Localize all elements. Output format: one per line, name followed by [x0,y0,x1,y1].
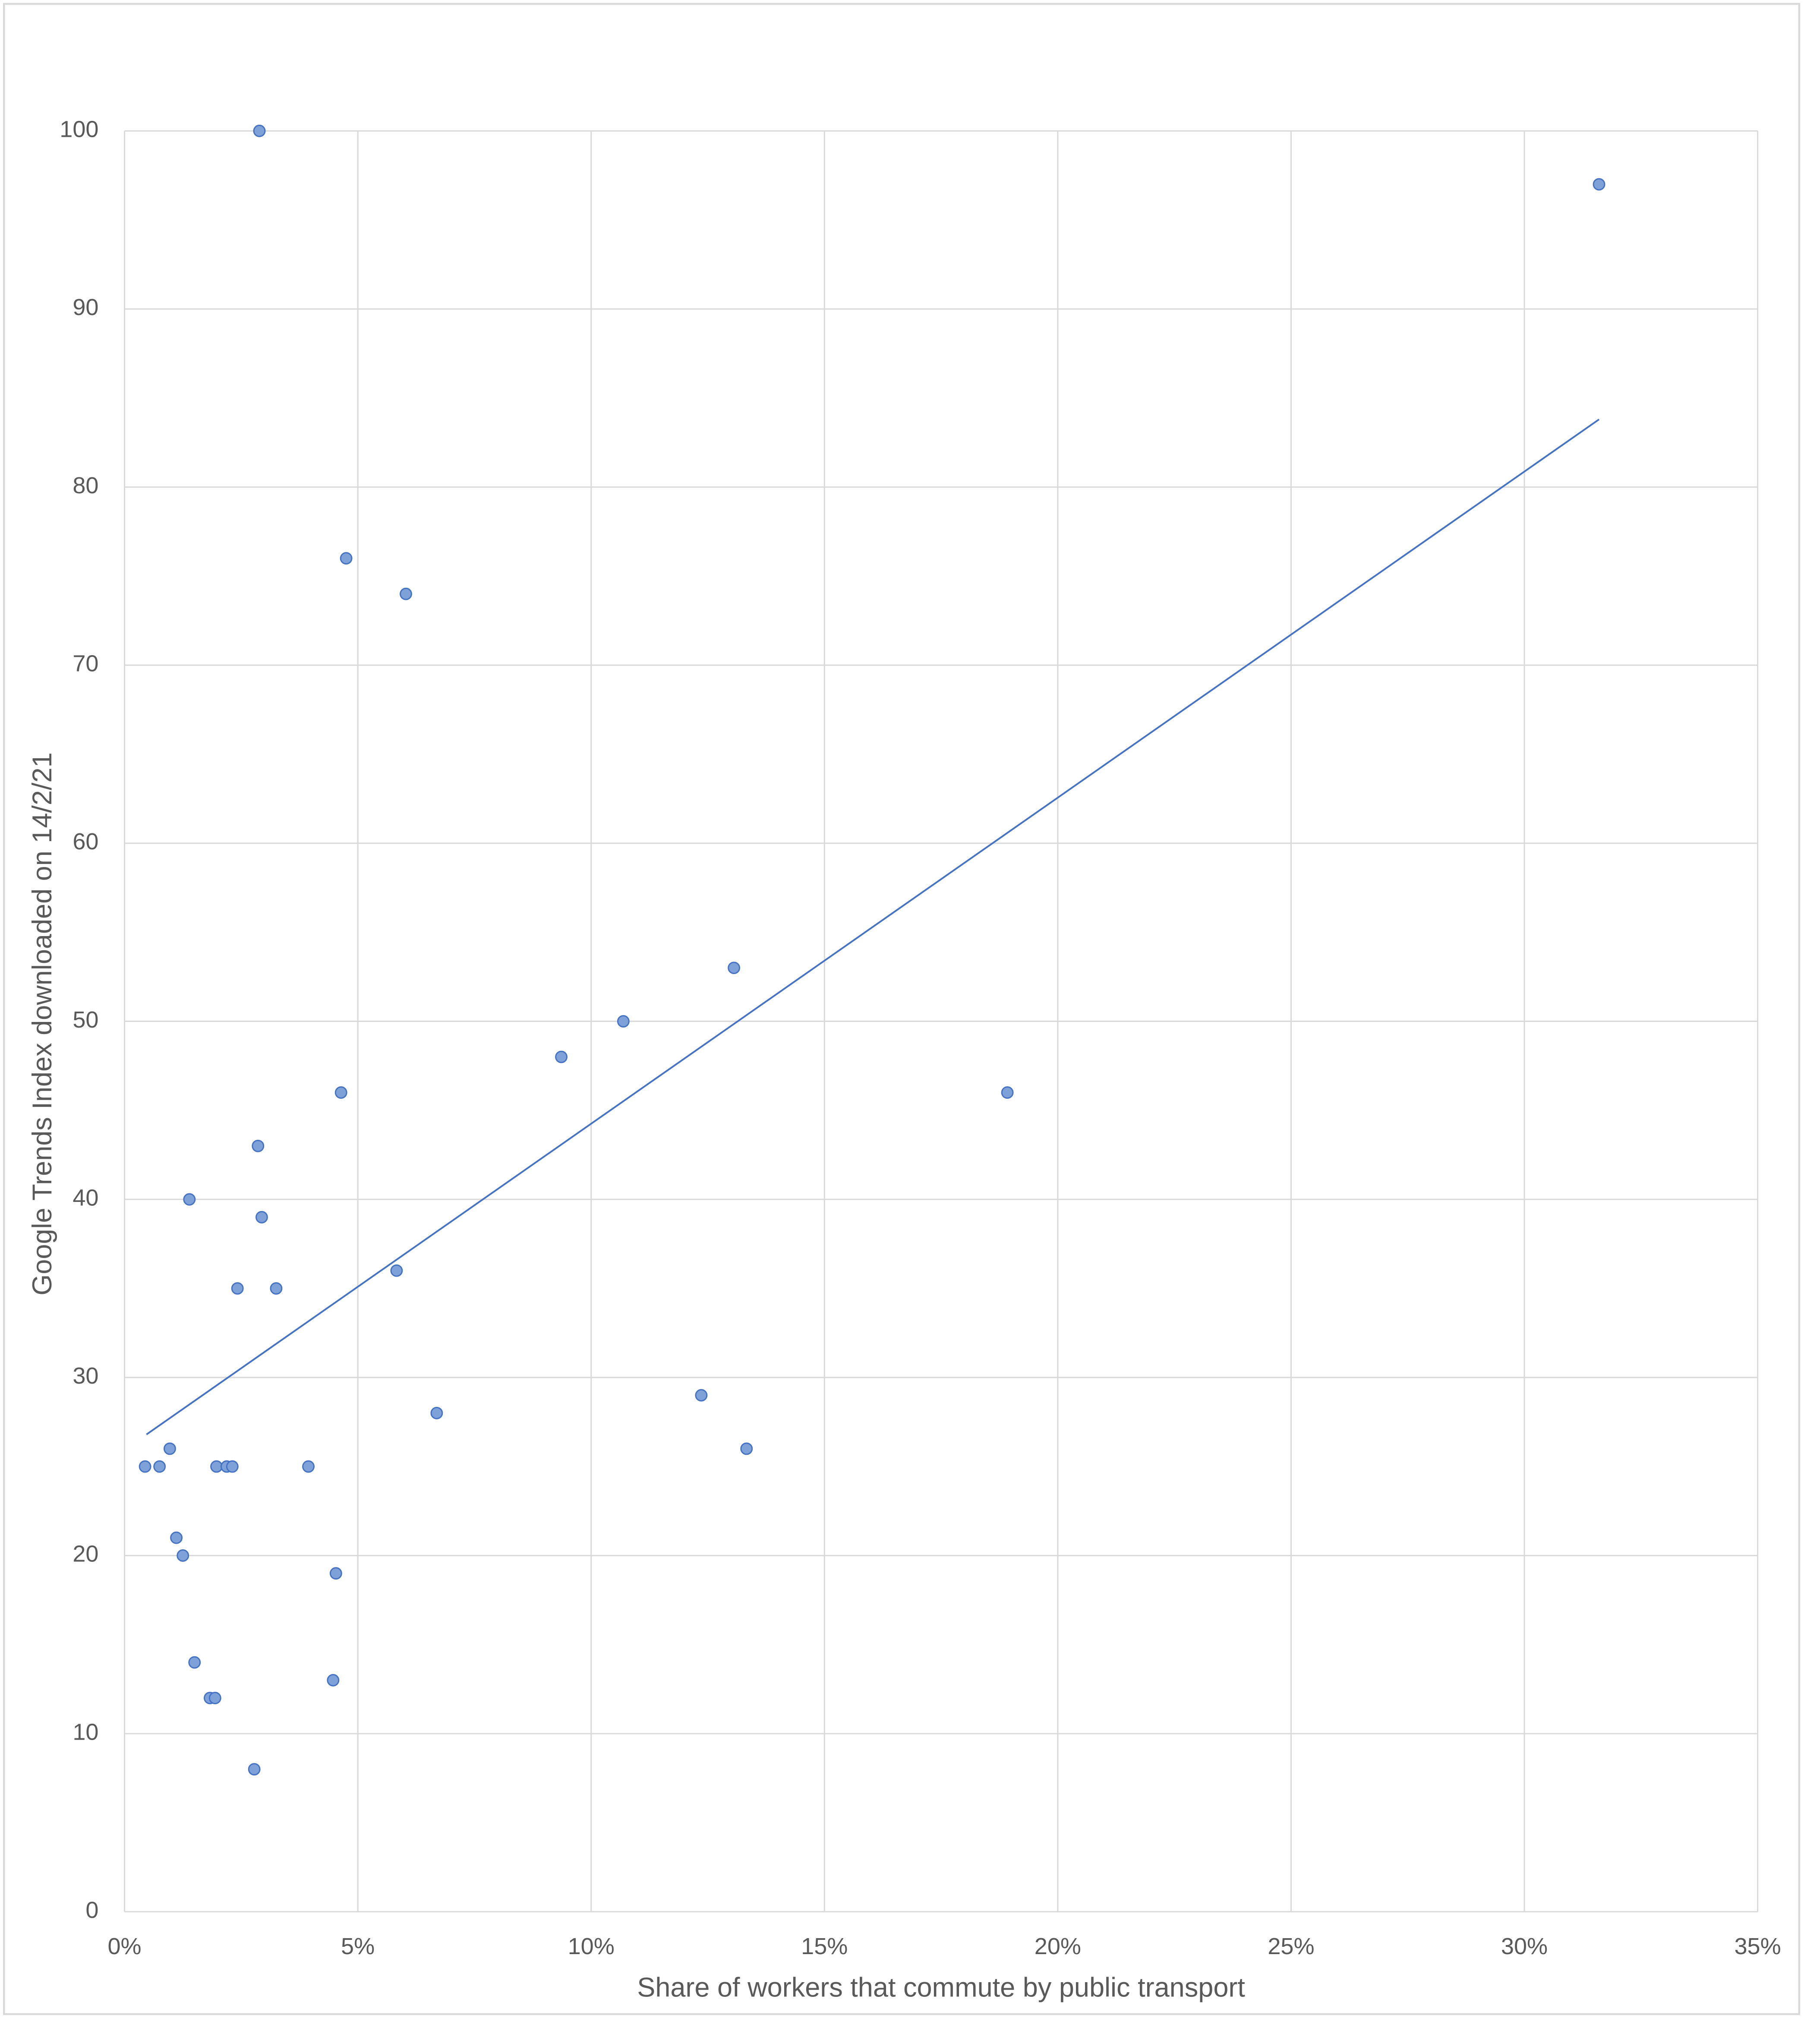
y-tick-label: 30 [73,1363,98,1389]
y-tick-label: 70 [73,651,98,677]
data-point [164,1442,176,1455]
y-tick-label: 10 [73,1719,98,1745]
x-tick-label: 10% [568,1933,615,1959]
data-point [253,124,266,137]
data-point [302,1460,315,1473]
x-tick-label: 20% [1035,1933,1081,1959]
data-point [400,587,412,600]
data-point [740,1442,753,1455]
data-point [1001,1086,1014,1099]
data-point [177,1549,189,1562]
data-point [329,1567,342,1580]
data-point [153,1460,166,1473]
trendline [146,419,1600,1435]
data-point [170,1531,183,1544]
x-tick-label: 25% [1268,1933,1314,1959]
x-tick-label: 15% [801,1933,848,1959]
data-point [695,1389,708,1402]
data-point [188,1656,201,1669]
data-point [210,1460,223,1473]
y-tick-label: 20 [73,1541,98,1567]
data-point [340,552,353,565]
data-point [430,1406,443,1419]
x-tick-label: 5% [341,1933,375,1959]
data-point [139,1460,151,1473]
data-point [226,1460,239,1473]
data-point [183,1193,196,1206]
y-axis-title: Google Trends Index downloaded on 14/2/2… [27,752,57,1295]
x-tick-label: 0% [107,1933,141,1959]
data-point [231,1282,244,1295]
data-point [555,1050,568,1063]
data-point [208,1692,221,1704]
data-point [327,1674,340,1687]
y-tick-label: 0 [85,1897,98,1923]
x-tick-label: 30% [1501,1933,1548,1959]
y-tick-label: 90 [73,294,98,320]
data-point [270,1282,283,1295]
x-tick-label: 35% [1735,1933,1781,1959]
chart-frame [3,3,1800,2015]
data-point [252,1139,265,1152]
data-point [255,1211,268,1223]
data-point [617,1015,630,1028]
y-tick-label: 100 [60,117,98,142]
y-tick-label: 60 [73,829,98,854]
data-point [1593,178,1606,191]
data-point [390,1264,403,1277]
x-axis-title: Share of workers that commute by public … [637,1973,1245,2003]
y-tick-label: 50 [73,1007,98,1033]
data-point [728,962,740,974]
y-tick-label: 80 [73,473,98,498]
data-point [248,1763,261,1776]
data-point [334,1086,347,1099]
y-tick-label: 40 [73,1185,98,1211]
